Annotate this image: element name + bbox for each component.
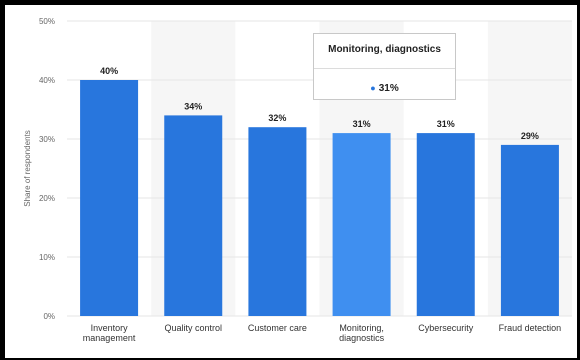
y-tick-label: 20% [39,194,55,203]
bar [164,115,223,317]
category-label-line: management [83,333,136,343]
bar [80,80,139,316]
tooltip: Monitoring, diagnostics ● 31% [313,33,456,100]
category-label: Quality control [164,323,222,333]
tooltip-title: Monitoring, diagnostics [314,34,455,69]
tooltip-value: 31% [378,83,399,94]
category-label-line: Customer care [248,323,307,333]
category-label-line: Cybersecurity [418,323,474,333]
data-label: 32% [268,113,286,123]
data-label: 31% [437,119,455,129]
y-tick-label: 30% [39,135,55,144]
bar [248,127,307,316]
tooltip-value-row: ● 31% [314,69,455,101]
category-label: Customer care [248,323,307,333]
y-axis-title: Share of respondents [23,130,32,207]
y-tick-label: 40% [39,76,55,85]
y-tick-label: 0% [43,312,55,321]
y-tick-label: 50% [39,17,55,26]
category-label-line: diagnostics [339,333,385,343]
category-label-line: Fraud detection [499,323,562,333]
category-label-line: Quality control [164,323,222,333]
data-label: 29% [521,131,539,141]
category-label-line: Monitoring, [339,323,384,333]
y-tick-label: 10% [39,253,55,262]
bar [416,133,475,316]
category-label: Monitoring, diagnostics [339,323,385,343]
category-label: Fraud detection [499,323,562,333]
category-label: Cybersecurity [418,323,474,333]
category-label: Inventory management [83,323,136,343]
data-label: 40% [100,66,118,76]
series-dot-icon: ● [370,83,376,93]
data-label: 34% [184,101,202,111]
category-label-line: Inventory [91,323,129,333]
data-label: 31% [353,119,371,129]
bar [332,133,391,316]
bar [500,144,559,316]
